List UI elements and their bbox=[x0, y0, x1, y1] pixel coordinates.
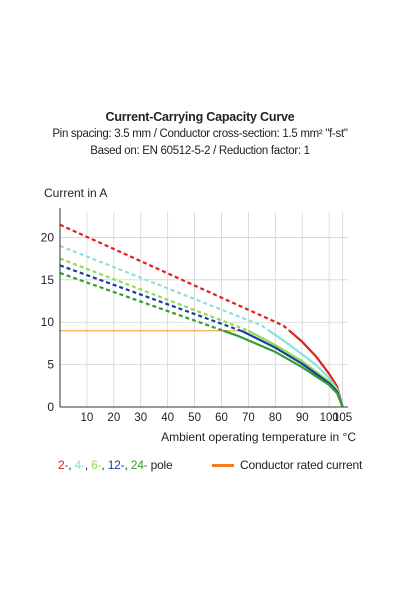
y-tick-label: 5 bbox=[47, 358, 54, 372]
legend-separator: , bbox=[101, 458, 108, 472]
series-line-4-pole-dashed bbox=[59, 244, 270, 332]
x-tick-label: 40 bbox=[161, 412, 174, 424]
x-tick-label: 70 bbox=[242, 412, 255, 424]
legend-separator: , bbox=[124, 458, 131, 472]
legend-rated-label: Conductor rated current bbox=[240, 458, 363, 472]
legend-pole-2: 2- bbox=[58, 458, 69, 472]
series-line-24-pole bbox=[222, 329, 344, 408]
legend-pole-4: 4- bbox=[74, 458, 85, 472]
y-tick-label: 10 bbox=[41, 315, 55, 329]
series-line-2-pole-dashed bbox=[59, 223, 291, 332]
legend-separator: , bbox=[84, 458, 92, 472]
chart-subtitle-spacing: Pin spacing: 3.5 mm / Conductor cross-se… bbox=[52, 128, 348, 140]
x-tick-label: 80 bbox=[269, 412, 282, 424]
y-tick-label: 20 bbox=[41, 230, 55, 244]
x-tick-label: 50 bbox=[188, 412, 201, 424]
x-tick-label: 60 bbox=[215, 412, 228, 424]
series-line-24-pole-dashed bbox=[59, 271, 224, 332]
legend-pole-12: 12- bbox=[107, 458, 125, 472]
grid bbox=[60, 212, 348, 407]
legend-separator: , bbox=[68, 458, 75, 472]
series-line-12-pole bbox=[240, 329, 344, 408]
series-layer bbox=[59, 223, 344, 408]
legend-poles: 2-, 4-, 6-, 12-, 24- pole bbox=[58, 458, 173, 472]
x-tick-label: 20 bbox=[107, 412, 120, 424]
x-tick-label: 10 bbox=[81, 412, 94, 424]
x-tick-label: 105 bbox=[333, 412, 352, 424]
y-tick-label: 0 bbox=[47, 400, 54, 414]
legend-pole-24: 24- bbox=[130, 458, 148, 472]
chart-title: Current-Carrying Capacity Curve bbox=[105, 110, 295, 124]
chart-subtitle-standard: Based on: EN 60512-5-2 / Reduction facto… bbox=[90, 145, 310, 157]
x-tick-label: 30 bbox=[134, 412, 147, 424]
legend-pole-6: 6- bbox=[91, 458, 102, 472]
legend-rated-swatch bbox=[212, 463, 234, 467]
legend-pole-suffix: pole bbox=[150, 458, 173, 472]
legend-rated-current: Conductor rated current bbox=[212, 458, 362, 472]
series-line-2-pole bbox=[288, 329, 344, 408]
y-tick-label: 15 bbox=[41, 273, 55, 287]
series-line-6-pole-dashed bbox=[59, 257, 249, 332]
x-axis-label: Ambient operating temperature in °C bbox=[161, 430, 356, 444]
x-tick-label: 90 bbox=[296, 412, 309, 424]
x-tick-label: 100 bbox=[320, 412, 339, 424]
y-axis-label: Current in A bbox=[44, 186, 108, 200]
